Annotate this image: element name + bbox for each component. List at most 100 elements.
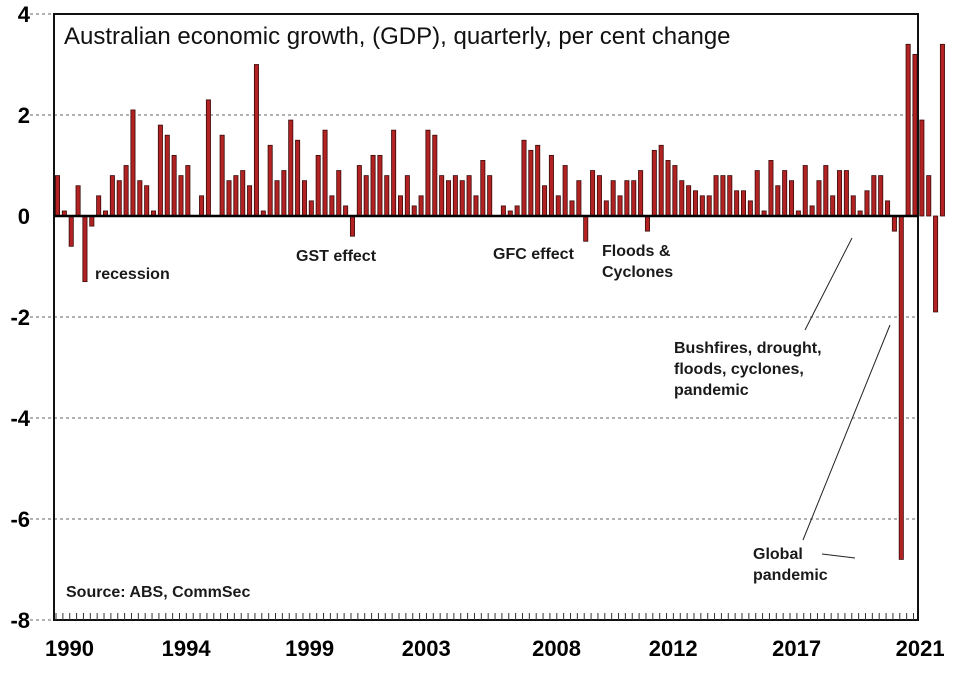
bar (843, 170, 849, 217)
x-tick-label: 2021 (896, 636, 945, 661)
x-tick-label: 2017 (772, 636, 821, 661)
bar (631, 180, 637, 217)
bars (55, 43, 945, 560)
bar (274, 180, 280, 217)
bar (404, 175, 410, 217)
bar (782, 170, 788, 217)
annotation-global-line1: Global (753, 546, 803, 563)
bar (322, 129, 328, 217)
bar (926, 175, 932, 217)
bar (885, 200, 891, 217)
bar (411, 205, 417, 217)
bar (548, 154, 554, 217)
bar (699, 195, 705, 217)
y-tick-label: 4 (18, 2, 31, 27)
bar (837, 170, 843, 217)
y-tick-labels: 4 2 0 -2 -4 -6 -8 (10, 2, 30, 633)
bar (747, 200, 753, 217)
bar (267, 144, 273, 217)
annotation-bushfires-line2: floods, cyclones, (674, 361, 804, 378)
bar (82, 215, 88, 283)
axes (53, 13, 919, 621)
bar (542, 185, 548, 217)
bar (576, 180, 582, 217)
bar (315, 154, 321, 217)
y-tick-label: -6 (10, 507, 30, 532)
bar (384, 175, 390, 217)
bar (596, 175, 602, 217)
annotation-floods-line2: Cyclones (602, 264, 673, 281)
bar (349, 215, 355, 237)
bar (583, 215, 589, 242)
bar (871, 175, 877, 217)
bar (55, 175, 61, 217)
bar (205, 99, 211, 217)
bar (891, 215, 897, 232)
y-tick-label: -8 (10, 608, 30, 633)
bar (130, 109, 136, 217)
bar (226, 180, 232, 217)
bar (240, 170, 246, 217)
bar (446, 180, 452, 217)
bar (199, 195, 205, 217)
bar (658, 144, 664, 217)
bar (308, 200, 314, 217)
bar (500, 205, 506, 217)
gridlines (30, 13, 918, 621)
annotation-bushfires: Bushfires, drought, floods, cyclones, pa… (674, 340, 826, 399)
leader-line-bushfires (804, 237, 853, 331)
y-tick-label: -2 (10, 305, 30, 330)
annotation-gfc-effect: GFC effect (493, 246, 575, 263)
bar (480, 160, 486, 217)
bar (672, 165, 678, 217)
bar (692, 190, 698, 217)
bar (603, 200, 609, 217)
bar (247, 185, 253, 217)
annotation-gst-effect: GST effect (296, 248, 377, 265)
bar (356, 165, 362, 217)
bar (459, 180, 465, 217)
bar (528, 149, 534, 217)
x-tick-labels: 1990 1994 1999 2003 2008 2012 2017 2021 (45, 636, 945, 661)
bar (425, 129, 431, 217)
bar (432, 134, 438, 217)
bar (644, 215, 650, 232)
bar (850, 195, 856, 217)
bar (562, 165, 568, 217)
bar (397, 195, 403, 217)
bar (686, 185, 692, 217)
bar (638, 170, 644, 217)
bar (555, 195, 561, 217)
bar (768, 160, 774, 217)
bar (391, 129, 397, 217)
bar (933, 215, 939, 313)
bar (809, 205, 815, 217)
bar (727, 175, 733, 217)
bar (939, 43, 945, 217)
bar (487, 175, 493, 217)
bar (514, 205, 520, 217)
y-tick-label: 0 (18, 204, 30, 229)
bar (898, 215, 904, 560)
bar (171, 154, 177, 217)
x-tick-label: 2008 (532, 636, 581, 661)
annotation-bushfires-line3: pandemic (674, 382, 749, 399)
bar (878, 175, 884, 217)
bar (75, 185, 81, 217)
bar (741, 190, 747, 217)
bar (720, 175, 726, 217)
bar (905, 43, 911, 217)
y-tick-label: -4 (10, 406, 30, 431)
bar (734, 190, 740, 217)
source-note: Source: ABS, CommSec (66, 584, 250, 601)
x-minor-ticks (55, 613, 914, 620)
bar (473, 195, 479, 217)
y-tick-label: 2 (18, 103, 30, 128)
bar (919, 119, 925, 217)
bar (137, 180, 143, 217)
bar (706, 195, 712, 217)
bar (336, 170, 342, 217)
bar (535, 144, 541, 217)
bar (521, 139, 527, 217)
bar (617, 195, 623, 217)
